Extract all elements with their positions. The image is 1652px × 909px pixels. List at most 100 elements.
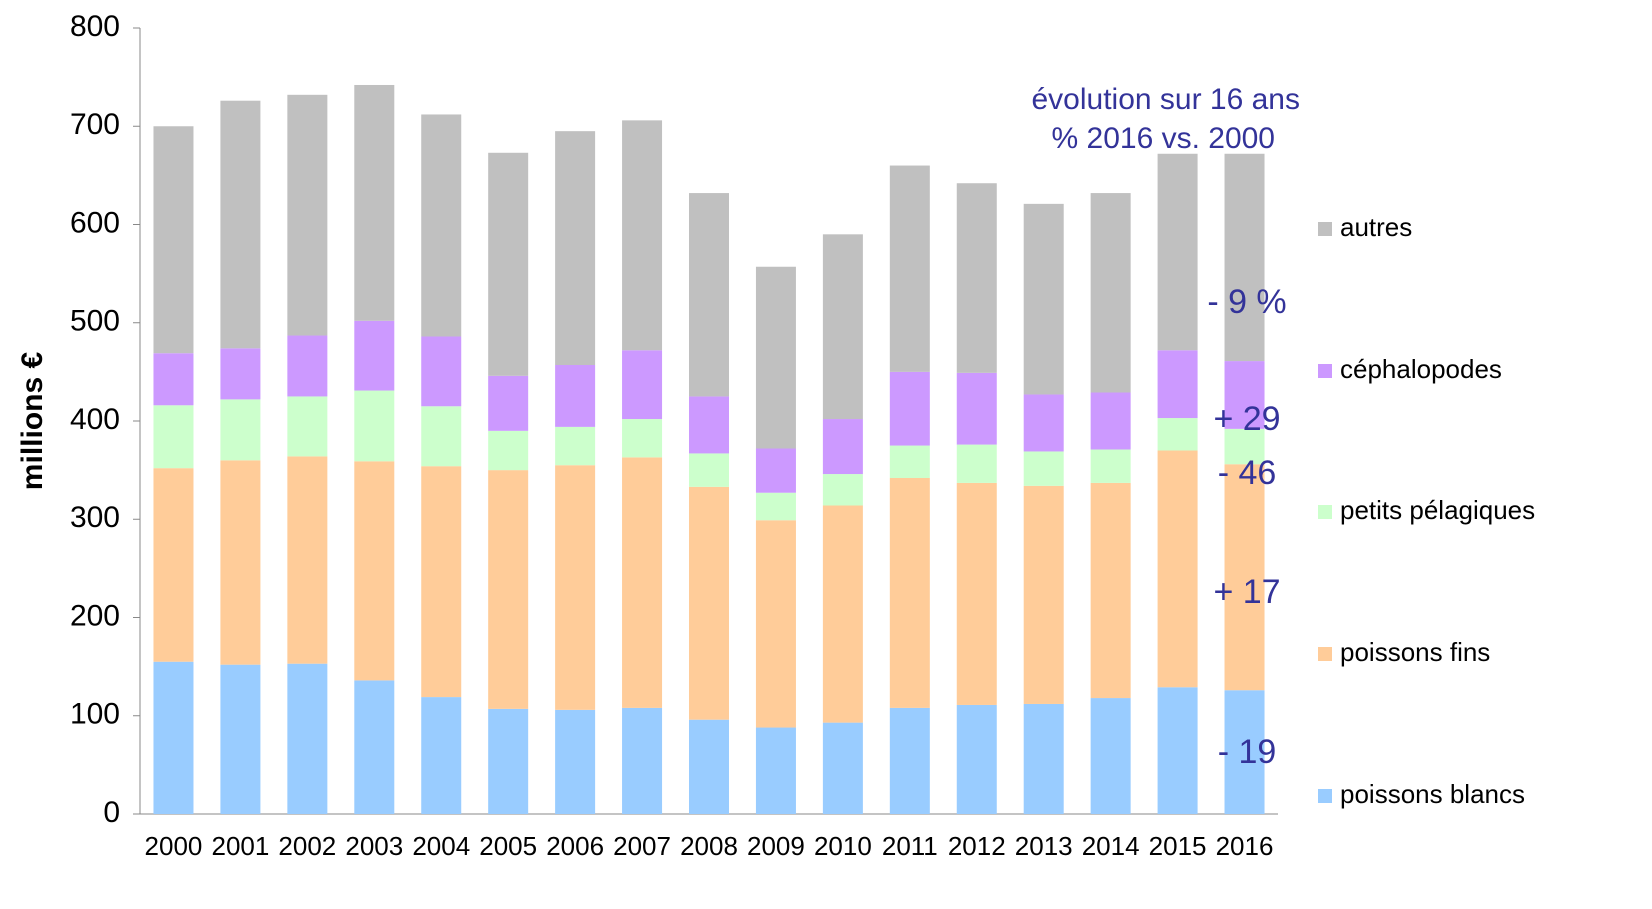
legend-swatch xyxy=(1318,647,1332,661)
bar-segment xyxy=(1157,418,1198,451)
x-tick-label: 2000 xyxy=(145,831,203,861)
bar-segment xyxy=(1023,703,1064,814)
bar-segment xyxy=(421,466,462,698)
bar-segment xyxy=(689,453,729,487)
bar-segment xyxy=(689,396,729,454)
y-tick-label: 200 xyxy=(70,599,120,632)
annotation: + 29 xyxy=(1213,400,1280,438)
legend-swatch xyxy=(1318,789,1332,803)
legend-swatch xyxy=(1318,505,1332,519)
bar-segment xyxy=(689,719,729,814)
bar-segment xyxy=(354,680,395,814)
bar-segment xyxy=(488,708,529,814)
bar-segment xyxy=(153,405,194,469)
x-tick-label: 2001 xyxy=(211,831,269,861)
annotation: + 17 xyxy=(1213,573,1280,611)
bar-segment xyxy=(287,663,328,814)
bar-segment xyxy=(354,320,395,391)
bar-segment xyxy=(755,520,796,728)
bar-segment xyxy=(1157,450,1198,688)
bar-segment xyxy=(956,183,997,373)
bar-segment xyxy=(889,165,930,372)
bar-segment xyxy=(488,470,529,709)
bar-segment xyxy=(755,492,796,521)
bar-segment xyxy=(220,664,261,814)
legend-label: poissons fins xyxy=(1340,637,1490,667)
bar-segment xyxy=(889,445,930,478)
bar-segment xyxy=(822,505,863,723)
x-tick-label: 2006 xyxy=(546,831,604,861)
bar-segment xyxy=(1224,690,1265,814)
legend-swatch xyxy=(1318,364,1332,378)
bar-segment xyxy=(153,126,194,354)
bar-segment xyxy=(889,477,930,708)
x-tick-label: 2013 xyxy=(1015,831,1073,861)
bar-segment xyxy=(555,426,596,466)
y-tick-label: 300 xyxy=(70,501,120,534)
bar-segment xyxy=(822,722,863,814)
bar-segment xyxy=(488,152,529,376)
legend-label: petits pélagiques xyxy=(1340,495,1535,525)
bar-segment xyxy=(956,482,997,705)
y-tick-label: 400 xyxy=(70,403,120,436)
bar-segment xyxy=(822,419,863,475)
bar-segment xyxy=(1157,153,1198,351)
bar-segment xyxy=(689,486,729,720)
bar-segment xyxy=(488,375,529,431)
bar-segment xyxy=(421,406,462,467)
bar-segment xyxy=(755,266,796,449)
bar-segment xyxy=(421,336,462,407)
bar-segment xyxy=(153,468,194,662)
y-tick-label: 0 xyxy=(103,796,120,829)
bar-segment xyxy=(488,430,529,471)
bar-segment xyxy=(1023,203,1064,395)
bar-segment xyxy=(622,120,663,351)
y-tick-label: 600 xyxy=(70,206,120,239)
bar-segment xyxy=(889,707,930,814)
bar-segment xyxy=(421,697,462,814)
annotation: - 46 xyxy=(1218,454,1277,492)
legend-label: céphalopodes xyxy=(1340,354,1502,384)
bar-segment xyxy=(1023,485,1064,704)
legend-label: autres xyxy=(1340,212,1412,242)
bar-segment xyxy=(622,457,663,708)
bar-segment xyxy=(622,419,663,458)
x-tick-label: 2009 xyxy=(747,831,805,861)
annotation: - 19 xyxy=(1218,733,1277,771)
bar-segment xyxy=(1090,698,1131,814)
bar-segment xyxy=(354,84,395,321)
bar-segment xyxy=(220,348,261,400)
bar-segment xyxy=(354,461,395,681)
x-tick-label: 2016 xyxy=(1216,831,1274,861)
bar-segment xyxy=(153,353,194,406)
y-axis-label: millions € xyxy=(16,352,49,491)
bar-segment xyxy=(153,661,194,814)
y-tick-label: 500 xyxy=(70,305,120,338)
legend-swatch xyxy=(1318,222,1332,236)
bar-segment xyxy=(555,709,596,814)
bar-segment xyxy=(287,396,328,457)
bar-segment xyxy=(956,444,997,483)
annotation: - 9 % xyxy=(1207,283,1286,321)
bar-segment xyxy=(1090,392,1131,450)
bar-segment xyxy=(421,114,462,337)
x-tick-label: 2012 xyxy=(948,831,1006,861)
bar-segment xyxy=(1224,464,1265,691)
bar-segment xyxy=(1023,394,1064,452)
x-tick-label: 2010 xyxy=(814,831,872,861)
bar-segment xyxy=(555,364,596,427)
x-tick-label: 2002 xyxy=(278,831,336,861)
x-tick-label: 2015 xyxy=(1149,831,1207,861)
bar-segment xyxy=(822,474,863,506)
x-tick-label: 2014 xyxy=(1082,831,1140,861)
bar-segment xyxy=(555,465,596,710)
x-tick-label: 2011 xyxy=(882,831,938,861)
bar-segment xyxy=(956,372,997,445)
y-tick-label: 700 xyxy=(70,108,120,141)
bar-segment xyxy=(287,456,328,664)
bar-segment xyxy=(1090,449,1131,483)
bar-segment xyxy=(755,448,796,493)
bar-segment xyxy=(889,371,930,446)
bar-segment xyxy=(1090,482,1131,699)
